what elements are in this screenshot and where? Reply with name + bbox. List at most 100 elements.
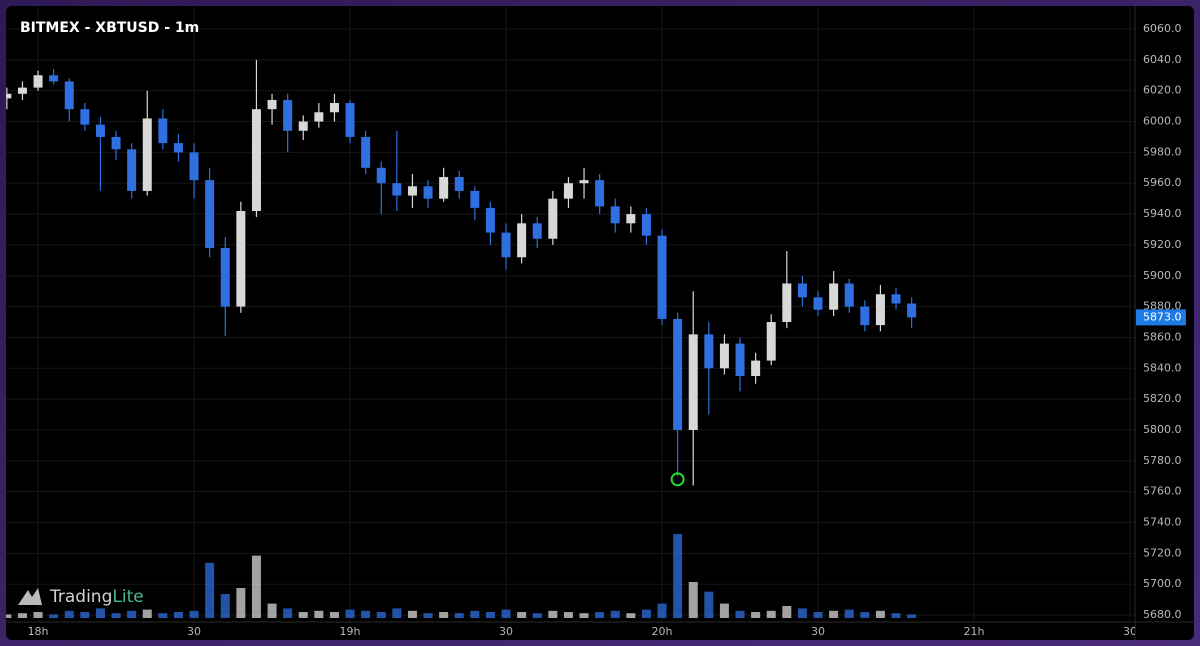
- volume-bar: [17, 613, 27, 618]
- volume-bar: [439, 612, 449, 618]
- volume-bar: [423, 613, 433, 618]
- candle-body: [407, 186, 417, 196]
- candle-layer: [6, 59, 917, 487]
- candle-body: [173, 143, 183, 153]
- candle-body: [704, 334, 714, 369]
- volume-bar: [345, 609, 355, 618]
- volume-bar: [829, 610, 839, 618]
- y-tick-label: 5840.0: [1143, 361, 1182, 374]
- candle-body: [610, 206, 620, 224]
- volume-bar: [641, 609, 651, 618]
- x-tick-label: 30: [1123, 625, 1137, 638]
- y-tick-label: 5820.0: [1143, 392, 1182, 405]
- candle-body: [751, 360, 761, 377]
- volume-bar: [173, 612, 183, 618]
- low-marker: [670, 472, 685, 487]
- volume-bar: [875, 610, 885, 618]
- x-tick-label: 30: [811, 625, 825, 638]
- volume-bar: [657, 603, 667, 618]
- x-tick-label: 30: [187, 625, 201, 638]
- candle-body: [860, 306, 870, 326]
- volume-bar: [127, 610, 137, 618]
- y-tick-label: 6060.0: [1143, 22, 1182, 35]
- price-axis: 5680.0 5700.0 5720.0 5740.0 5760.0 5780.0 5800…: [1136, 22, 1186, 621]
- y-tick-label: 6040.0: [1143, 53, 1182, 66]
- candle-body: [517, 223, 527, 258]
- x-tick-label: 19h: [340, 625, 361, 638]
- volume-bar: [579, 613, 589, 618]
- y-tick-label: 5980.0: [1143, 145, 1182, 158]
- volume-bar: [782, 606, 792, 618]
- candle-body: [719, 343, 729, 369]
- volume-bar: [719, 603, 729, 618]
- candle-body: [829, 283, 839, 310]
- logo: TradingLite: [18, 587, 144, 607]
- volume-bar: [6, 614, 12, 618]
- chart-title: BITMEX - XBTUSD - 1m: [20, 20, 199, 36]
- y-tick-label: 5920.0: [1143, 238, 1182, 251]
- volume-bar: [314, 610, 324, 618]
- candle-body: [579, 180, 589, 184]
- volume-bar: [860, 612, 870, 618]
- volume-bar: [563, 612, 573, 618]
- volume-bar: [454, 613, 464, 618]
- candle-body: [782, 283, 792, 323]
- candle-body: [439, 177, 449, 199]
- volume-bar: [751, 612, 761, 618]
- y-tick-label: 5940.0: [1143, 207, 1182, 220]
- candle-body: [673, 318, 683, 430]
- volume-bar: [626, 613, 636, 618]
- candle-body: [205, 180, 215, 248]
- candle-body: [735, 343, 745, 377]
- candle-body: [314, 112, 324, 122]
- volume-bar: [766, 610, 776, 618]
- volume-bar: [548, 610, 558, 618]
- candle-body: [797, 283, 807, 298]
- candle-body: [376, 167, 386, 184]
- candle-body: [6, 93, 12, 99]
- y-tick-label: 5680.0: [1143, 608, 1182, 621]
- candle-body: [298, 121, 308, 131]
- candle-body: [267, 99, 277, 110]
- volume-bar: [64, 610, 74, 618]
- volume-bar: [735, 610, 745, 618]
- time-axis: 18h 30 19h 30 20h 30 21h 30: [28, 625, 1137, 638]
- candle-body: [392, 183, 402, 196]
- volume-bar: [189, 610, 199, 618]
- y-tick-label: 5780.0: [1143, 454, 1182, 467]
- x-tick-label: 21h: [964, 625, 985, 638]
- y-tick-label: 5720.0: [1143, 546, 1182, 559]
- volume-bar: [49, 614, 59, 618]
- volume-bar: [158, 613, 168, 618]
- candle-body: [251, 109, 261, 211]
- volume-bar: [205, 562, 215, 618]
- candle-body: [142, 118, 152, 191]
- y-tick-label: 5700.0: [1143, 577, 1182, 590]
- logo-text: TradingLite: [49, 587, 144, 607]
- candle-body: [95, 124, 105, 137]
- volume-bar: [283, 608, 293, 618]
- volume-bar: [532, 613, 542, 618]
- volume-bar: [891, 613, 901, 618]
- volume-bar: [485, 612, 495, 618]
- volume-bar: [501, 609, 511, 618]
- volume-bar: [797, 608, 807, 618]
- candle-body: [80, 109, 90, 125]
- volume-bar: [407, 610, 417, 618]
- candle-body: [111, 136, 121, 150]
- volume-bar: [329, 612, 339, 618]
- volume-bar: [392, 608, 402, 618]
- y-tick-label: 6000.0: [1143, 115, 1182, 128]
- candle-body: [64, 81, 74, 110]
- volume-bar: [142, 609, 152, 618]
- volume-bar: [236, 588, 246, 618]
- volume-bar: [595, 612, 605, 618]
- y-tick-label: 5860.0: [1143, 330, 1182, 343]
- volume-bar: [813, 612, 823, 618]
- volume-bar: [907, 614, 917, 618]
- y-tick-label: 5960.0: [1143, 176, 1182, 189]
- last-price-box: [1136, 309, 1186, 326]
- candle-body: [49, 75, 59, 82]
